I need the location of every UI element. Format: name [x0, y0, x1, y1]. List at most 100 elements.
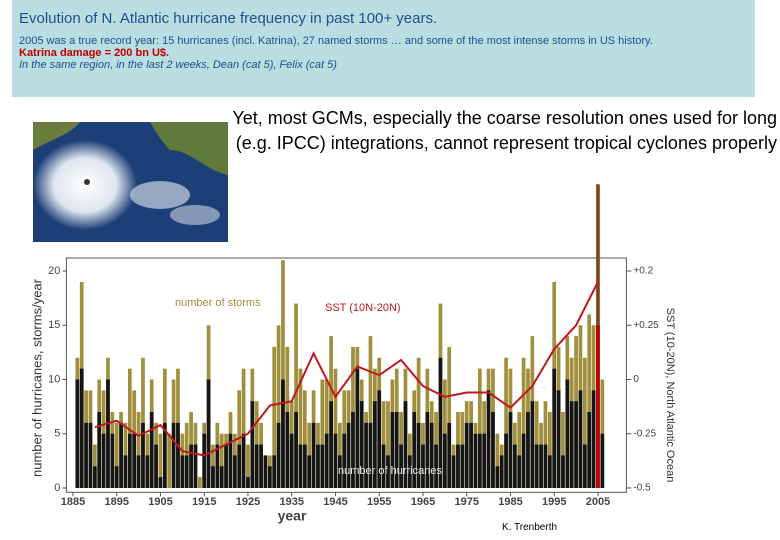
hurricane-bar [372, 401, 377, 488]
hurricane-bar [434, 444, 438, 488]
hurricane-bar [351, 412, 355, 488]
storm-bar [447, 346, 452, 488]
hurricane-bar [232, 455, 237, 488]
hurricane-bar [491, 412, 495, 488]
hurricane-bar [110, 433, 115, 488]
hurricane-bar [184, 455, 189, 488]
storm-bar [219, 433, 224, 488]
x-tick-label: 2005 [586, 496, 610, 508]
hurricane-bar [311, 422, 316, 488]
hurricane-bar [508, 412, 513, 488]
storm-bar [272, 346, 277, 488]
storm-bar [294, 303, 298, 488]
hurricane-bar [241, 433, 246, 488]
hurricane-bar [600, 433, 605, 488]
x-tick-label: 1925 [236, 496, 260, 508]
hurricane-bar [114, 466, 119, 488]
hurricane-bar [162, 422, 167, 488]
hurricane-bar [403, 401, 408, 488]
y-tick-label: 20 [48, 265, 60, 277]
hurricane-bar [460, 444, 465, 488]
storm-bar [582, 357, 587, 488]
storm-bar [136, 412, 141, 488]
hurricane-bar [88, 422, 93, 488]
hurricane-bar [596, 325, 600, 488]
credit: K. Trenberth [502, 522, 558, 533]
hurricane-bar [141, 422, 145, 488]
hurricane-bar [442, 433, 447, 488]
hurricane-bar [342, 433, 347, 488]
hurricane-bar [75, 379, 80, 488]
storm-bar [534, 401, 539, 488]
hurricane-bar [254, 444, 259, 488]
hurricane-bar [246, 477, 250, 488]
hurricane-bar [534, 444, 539, 488]
hurricane-bar [298, 444, 303, 488]
hurricane-bar [469, 422, 473, 488]
hurricane-bar [587, 412, 592, 488]
hurricane-bar [552, 368, 557, 488]
y2-tick-label: -0.5 [633, 483, 651, 494]
storm-bar [517, 412, 522, 488]
hurricane-bar [561, 455, 565, 488]
header-line: In the same region, in the last 2 weeks,… [19, 59, 337, 71]
y-tick-label: 5 [54, 428, 60, 440]
storm-bar [320, 379, 325, 488]
hurricane-bar [237, 444, 242, 488]
hurricane-bar [176, 422, 180, 488]
legend-label: number of storms [175, 297, 261, 309]
hurricane-bar [206, 379, 211, 488]
storm-bar [114, 422, 119, 488]
hurricane-bar [158, 477, 163, 488]
hurricane-bar [394, 412, 399, 488]
hurricane-bar [381, 444, 386, 488]
hurricane-bar [578, 390, 583, 488]
y-axis-label: number of hurricanes, storms/year [29, 278, 44, 477]
y2-axis-label: SST (10-20N), North Atlantic Ocean [664, 308, 676, 483]
hurricane-bar [324, 433, 329, 488]
storm-bar [477, 368, 482, 488]
hurricane-bar [136, 455, 141, 488]
legend-label: SST (10N-20N) [325, 302, 401, 314]
hurricane-bar [539, 444, 543, 488]
hurricane-bar [276, 422, 281, 488]
hurricane-bar [106, 379, 110, 488]
hurricane-bar [556, 390, 561, 488]
hurricane-bar [451, 455, 456, 488]
hurricane-bar [438, 357, 443, 488]
hurricane-bar [320, 444, 325, 488]
hurricane-bar [215, 444, 220, 488]
hurricane-bar [333, 433, 338, 488]
hurricane-bar [337, 455, 342, 488]
x-tick-label: 1915 [192, 496, 216, 508]
x-tick-label: 1895 [104, 496, 128, 508]
hurricane-bar [346, 422, 351, 488]
x-tick-label: 1945 [323, 496, 347, 508]
storm-bar [167, 433, 172, 488]
hurricane-bar [189, 444, 193, 488]
x-tick-label: 1955 [367, 496, 391, 508]
hurricane-bar [569, 401, 574, 488]
sst-line [94, 281, 599, 457]
hurricane-bar [127, 433, 132, 488]
header-title: Evolution of N. Atlantic hurricane frequ… [19, 10, 438, 27]
hurricane-bar [591, 390, 596, 488]
y2-tick-label: -0.25 [633, 428, 656, 439]
hurricane-bar [456, 444, 460, 488]
hurricane-bar [97, 412, 102, 488]
storm-bar [333, 368, 338, 488]
hurricane-bar [386, 455, 390, 488]
x-tick-label: 1905 [148, 496, 172, 508]
hurricane-bar [302, 444, 307, 488]
hurricane-bar [329, 401, 333, 488]
hurricane-bar [193, 444, 198, 488]
hurricane-bar [526, 412, 530, 488]
storm-bar [381, 401, 386, 488]
y2-tick-label: +0.2 [633, 266, 653, 277]
legend-label: number of hurricanes [338, 465, 442, 477]
hurricane-bar [368, 422, 373, 488]
header-line: 2005 was a true record year: 15 hurrican… [19, 35, 653, 47]
x-tick-label: 1935 [279, 496, 303, 508]
storm-bar [386, 401, 390, 488]
storm-bar [587, 314, 592, 488]
